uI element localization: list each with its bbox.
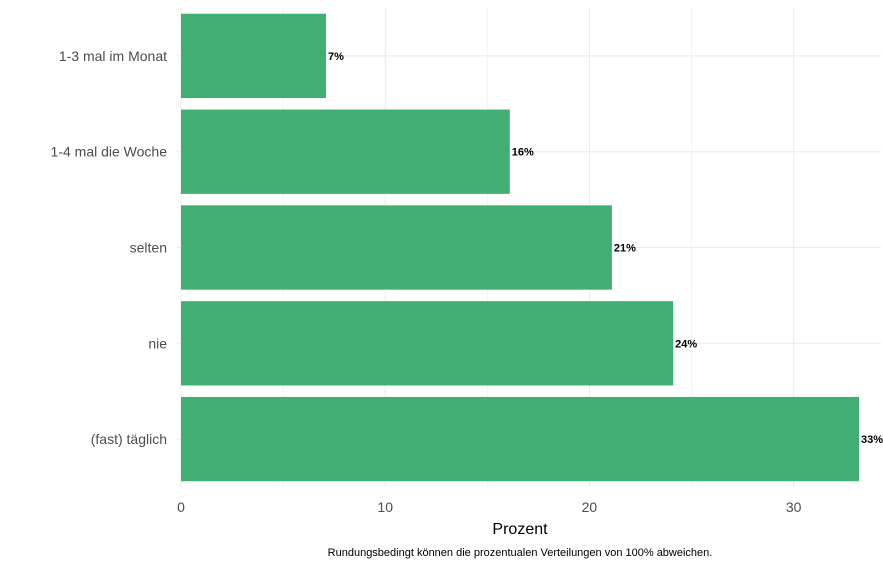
caption-note: Rundungsbedingt können die prozentualen … <box>328 547 713 559</box>
x-tick-label: 0 <box>177 499 185 515</box>
x-tick-label: 30 <box>786 499 802 515</box>
category-label: selten <box>130 240 167 256</box>
bar <box>181 109 510 194</box>
x-axis-title: Prozent <box>492 521 548 538</box>
category-label: nie <box>148 335 167 351</box>
category-labels: 1-3 mal im Monat 1-4 mal die Woche selten n… <box>51 48 168 447</box>
category-label: 1-4 mal die Woche <box>51 144 168 160</box>
bar <box>181 205 612 290</box>
bar <box>181 301 674 386</box>
data-label: 21% <box>614 243 636 255</box>
x-tick-label: 10 <box>377 499 393 515</box>
bars <box>181 13 859 482</box>
category-label: 1-3 mal im Monat <box>59 48 167 64</box>
data-label: 24% <box>675 338 697 350</box>
data-label: 16% <box>512 147 534 159</box>
data-label: 7% <box>328 51 344 63</box>
category-label: (fast) täglich <box>91 431 167 447</box>
data-label: 33% <box>861 434 883 446</box>
bar <box>181 13 326 99</box>
x-tick-labels: 0 10 20 30 <box>177 499 802 515</box>
bar <box>181 396 859 482</box>
x-tick-label: 20 <box>582 499 598 515</box>
data-labels: 7% 16% 21% 24% 33% <box>328 51 883 446</box>
